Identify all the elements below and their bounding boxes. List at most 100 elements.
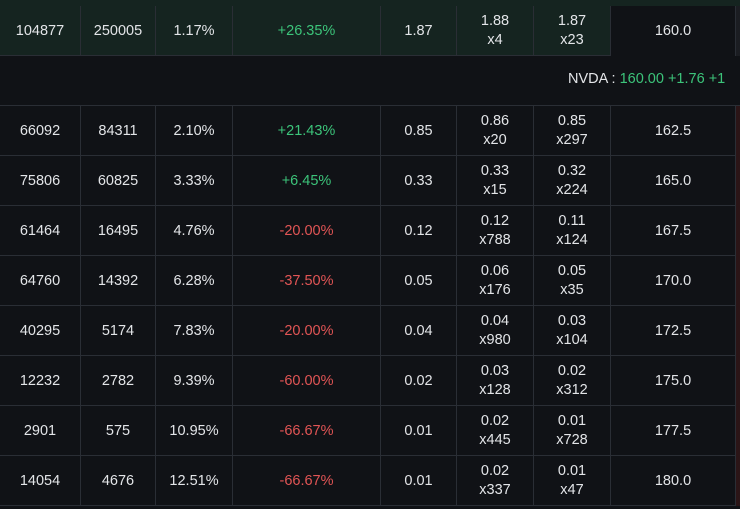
- percent-cell[interactable]: 7.83%: [156, 306, 233, 356]
- percent-cell-value: 12.51%: [169, 472, 219, 489]
- open-interest-cell[interactable]: 575: [81, 406, 156, 456]
- open-interest-cell[interactable]: 4676: [81, 456, 156, 506]
- bid-cell[interactable]: 0.01 x47: [534, 456, 611, 506]
- bid-cell[interactable]: 0.03 x104: [534, 306, 611, 356]
- bid-cell[interactable]: 0.11 x124: [534, 206, 611, 256]
- change-percent-cell[interactable]: +21.43%: [233, 106, 381, 156]
- strike-cell[interactable]: 180.0: [611, 456, 735, 506]
- bid-cell[interactable]: 0.02 x312: [534, 356, 611, 406]
- change-percent-cell[interactable]: +26.35%: [233, 6, 381, 56]
- percent-cell-value: 1.17%: [173, 22, 215, 39]
- open-interest-cell[interactable]: 250005: [81, 6, 156, 56]
- percent-cell[interactable]: 9.39%: [156, 356, 233, 406]
- option-row[interactable]: 64760 14392 6.28% -37.50% 0.05 0.06 x176 0.05 x3…: [0, 256, 740, 306]
- change-percent-cell[interactable]: -37.50%: [233, 256, 381, 306]
- option-row[interactable]: 61464 16495 4.76% -20.00% 0.12 0.12 x788 0.11 x1…: [0, 206, 740, 256]
- ask-cell[interactable]: 0.02 x445: [457, 406, 534, 456]
- ask-cell[interactable]: 0.04 x980: [457, 306, 534, 356]
- change-percent-cell[interactable]: -60.00%: [233, 356, 381, 406]
- strike-cell-value: 162.5: [654, 122, 692, 139]
- option-row[interactable]: 14054 4676 12.51% -66.67% 0.01 0.02 x337 0.01 x4…: [0, 456, 740, 506]
- percent-cell-value: 2.10%: [173, 122, 215, 139]
- strike-cell[interactable]: 172.5: [611, 306, 735, 356]
- ask-cell[interactable]: 0.02 x337: [457, 456, 534, 506]
- volume-cell[interactable]: 40295: [0, 306, 81, 356]
- ask-cell-size: x128: [479, 382, 511, 398]
- bid-cell-price: 0.03: [557, 313, 587, 329]
- ask-cell[interactable]: 0.12 x788: [457, 206, 534, 256]
- ask-cell[interactable]: 0.03 x128: [457, 356, 534, 406]
- strike-cell[interactable]: 170.0: [611, 256, 735, 306]
- open-interest-cell[interactable]: 84311: [81, 106, 156, 156]
- ticker-change: +1.76: [667, 71, 705, 87]
- strike-cell[interactable]: 177.5: [611, 406, 735, 456]
- ask-cell[interactable]: 0.06 x176: [457, 256, 534, 306]
- open-interest-cell[interactable]: 2782: [81, 356, 156, 406]
- option-row[interactable]: 75806 60825 3.33% +6.45% 0.33 0.33 x15 0.32 x224…: [0, 156, 740, 206]
- percent-cell[interactable]: 6.28%: [156, 256, 233, 306]
- option-row[interactable]: 12232 2782 9.39% -60.00% 0.02 0.03 x128 0.02 x31…: [0, 356, 740, 406]
- open-interest-cell[interactable]: 60825: [81, 156, 156, 206]
- volume-cell[interactable]: 61464: [0, 206, 81, 256]
- bid-cell[interactable]: 1.87 x23: [534, 6, 611, 56]
- percent-cell[interactable]: 12.51%: [156, 456, 233, 506]
- change-percent-cell[interactable]: -66.67%: [233, 456, 381, 506]
- open-interest-cell-value: 60825: [97, 172, 139, 189]
- option-row[interactable]: 66092 84311 2.10% +21.43% 0.85 0.86 x20 0.85 x29…: [0, 106, 740, 156]
- change-percent-cell-value: +26.35%: [277, 22, 336, 39]
- last-price-cell[interactable]: 0.01: [381, 406, 457, 456]
- bid-cell[interactable]: 0.01 x728: [534, 406, 611, 456]
- bid-cell[interactable]: 0.05 x35: [534, 256, 611, 306]
- last-price-cell[interactable]: 0.01: [381, 456, 457, 506]
- percent-cell[interactable]: 2.10%: [156, 106, 233, 156]
- volume-cell[interactable]: 14054: [0, 456, 81, 506]
- put-side-edge: [735, 256, 740, 306]
- option-row[interactable]: 104877 250005 1.17% +26.35% 1.87 1.88 x4 1.87 x2…: [0, 6, 740, 56]
- bid-cell-price: 0.85: [557, 113, 587, 129]
- last-price-cell[interactable]: 0.85: [381, 106, 457, 156]
- strike-cell[interactable]: 162.5: [611, 106, 735, 156]
- last-price-cell[interactable]: 1.87: [381, 6, 457, 56]
- percent-cell-value: 7.83%: [173, 322, 215, 339]
- last-price-cell[interactable]: 0.12: [381, 206, 457, 256]
- put-side-edge: [735, 356, 740, 406]
- volume-cell[interactable]: 104877: [0, 6, 81, 56]
- strike-cell[interactable]: 160.0: [611, 6, 735, 56]
- strike-cell-value: 165.0: [654, 172, 692, 189]
- open-interest-cell[interactable]: 5174: [81, 306, 156, 356]
- bid-cell[interactable]: 0.32 x224: [534, 156, 611, 206]
- last-price-cell[interactable]: 0.04: [381, 306, 457, 356]
- change-percent-cell[interactable]: -20.00%: [233, 306, 381, 356]
- change-percent-cell[interactable]: +6.45%: [233, 156, 381, 206]
- percent-cell[interactable]: 4.76%: [156, 206, 233, 256]
- open-interest-cell[interactable]: 14392: [81, 256, 156, 306]
- strike-cell[interactable]: 167.5: [611, 206, 735, 256]
- last-price-cell[interactable]: 0.02: [381, 356, 457, 406]
- change-percent-cell-value: +21.43%: [277, 122, 336, 139]
- option-row[interactable]: 2901 575 10.95% -66.67% 0.01 0.02 x445 0.01 x728…: [0, 406, 740, 456]
- volume-cell[interactable]: 2901: [0, 406, 81, 456]
- volume-cell[interactable]: 75806: [0, 156, 81, 206]
- open-interest-cell-value: 16495: [97, 222, 139, 239]
- percent-cell[interactable]: 1.17%: [156, 6, 233, 56]
- last-price-cell[interactable]: 0.05: [381, 256, 457, 306]
- percent-cell[interactable]: 3.33%: [156, 156, 233, 206]
- volume-cell[interactable]: 64760: [0, 256, 81, 306]
- option-row[interactable]: 40295 5174 7.83% -20.00% 0.04 0.04 x980 0.03 x10…: [0, 306, 740, 356]
- volume-cell[interactable]: 66092: [0, 106, 81, 156]
- last-price-cell-value: 0.05: [404, 272, 433, 289]
- volume-cell[interactable]: 12232: [0, 356, 81, 406]
- last-price-cell-value: 0.01: [404, 472, 433, 489]
- open-interest-cell[interactable]: 16495: [81, 206, 156, 256]
- strike-cell[interactable]: 175.0: [611, 356, 735, 406]
- ask-cell[interactable]: 0.33 x15: [457, 156, 534, 206]
- ask-cell[interactable]: 1.88 x4: [457, 6, 534, 56]
- change-percent-cell[interactable]: -20.00%: [233, 206, 381, 256]
- last-price-cell[interactable]: 0.33: [381, 156, 457, 206]
- bid-cell[interactable]: 0.85 x297: [534, 106, 611, 156]
- change-percent-cell-value: +6.45%: [281, 172, 332, 189]
- percent-cell[interactable]: 10.95%: [156, 406, 233, 456]
- ask-cell[interactable]: 0.86 x20: [457, 106, 534, 156]
- strike-cell[interactable]: 165.0: [611, 156, 735, 206]
- change-percent-cell[interactable]: -66.67%: [233, 406, 381, 456]
